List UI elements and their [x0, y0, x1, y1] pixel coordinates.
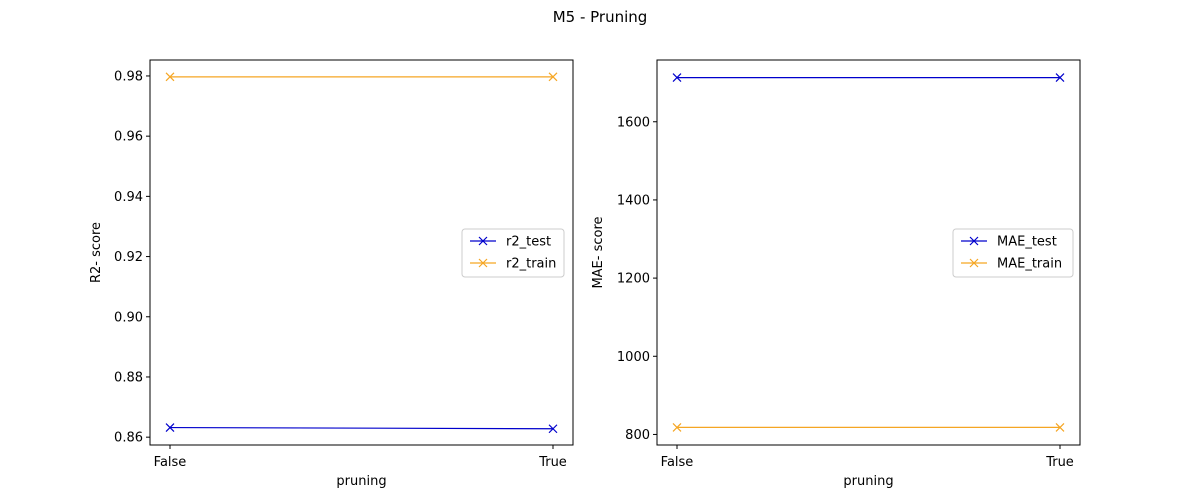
y-tick-label: 0.92: [114, 250, 143, 265]
x-axis-label: pruning: [843, 474, 893, 489]
legend-marker: [969, 258, 979, 268]
data-point-marker: [548, 72, 558, 82]
series-r2_test: [165, 423, 558, 434]
x-axis-label: pruning: [336, 474, 386, 489]
data-point-marker: [165, 423, 175, 432]
data-point-marker: [548, 424, 558, 434]
y-tick-label: 1000: [617, 350, 650, 365]
legend-label-MAE_test: MAE_test: [997, 235, 1057, 250]
y-tick-label: 0.86: [114, 431, 143, 446]
y-tick-label: 1600: [617, 115, 650, 130]
y-axis-label: MAE- score: [591, 216, 606, 288]
charts-group: 0.86 0.88 0.90 0.92 0.94 0.96 0.98 False True pru…: [89, 59, 1081, 489]
y-tick-label: 1400: [617, 193, 650, 208]
x-tick-label: True: [538, 455, 567, 470]
y-tick-label: 0.90: [114, 310, 143, 325]
plot-frame: [656, 59, 1081, 446]
plot-frame: [149, 59, 574, 446]
chart-2: 800 1000 1200 1400 1600 False True pruning MAE- …: [591, 59, 1081, 489]
data-point-marker: [672, 422, 682, 432]
legend-marker: [478, 236, 488, 246]
legend-marker: [478, 258, 488, 268]
chart-1: 0.86 0.88 0.90 0.92 0.94 0.96 0.98 False True pru…: [89, 59, 574, 489]
y-tick-label: 0.98: [114, 69, 143, 84]
y-tick-label: 0.96: [114, 130, 143, 145]
legend: r2_test r2_train: [461, 228, 565, 278]
y-tick-label: 0.94: [114, 190, 143, 205]
data-point-marker: [1055, 73, 1065, 83]
series-line-r2_test: [169, 426, 554, 430]
y-axis-label: R2- score: [89, 222, 104, 283]
y-tick-label: 1200: [617, 272, 650, 287]
legend-marker: [969, 236, 979, 246]
data-point-marker: [672, 73, 682, 83]
legend: MAE_test MAE_train: [952, 228, 1074, 278]
legend-label-r2_train: r2_train: [506, 257, 556, 272]
data-point-marker: [165, 72, 175, 82]
legend-label-MAE_train: MAE_train: [997, 257, 1062, 272]
x-tick-label: True: [1045, 455, 1074, 470]
x-tick-label: False: [661, 455, 694, 470]
legend-label-r2_test: r2_test: [506, 235, 551, 250]
figure-title: M5 - Pruning: [553, 8, 648, 26]
data-point-marker: [1055, 422, 1065, 432]
series-MAE_test: [672, 73, 1065, 83]
series-r2_train: [165, 72, 558, 82]
series-MAE_train: [672, 422, 1065, 432]
x-tick-label: False: [154, 455, 187, 470]
y-tick-label: 0.88: [114, 370, 143, 385]
y-tick-label: 800: [625, 428, 650, 443]
